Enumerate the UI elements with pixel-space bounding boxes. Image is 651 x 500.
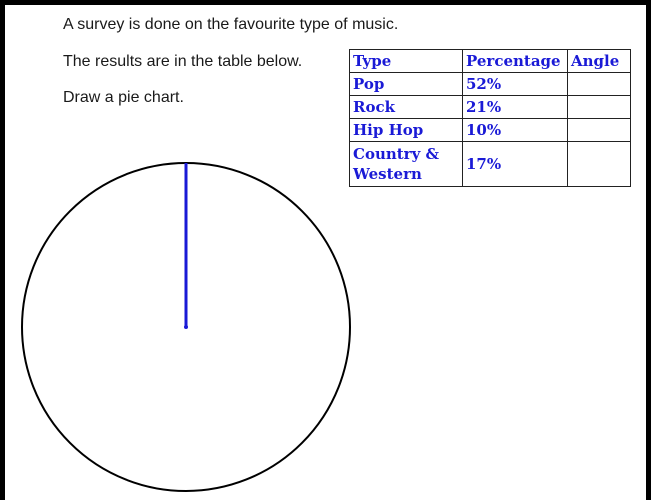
type-cell-line: Western	[353, 165, 422, 183]
type-cell: Pop	[349, 72, 463, 96]
angle-cell[interactable]	[567, 118, 631, 142]
percentage-cell: 52%	[462, 72, 568, 96]
results-table: Type Percentage Angle Pop 52% Rock 21% H…	[349, 49, 631, 187]
percentage-cell: 21%	[462, 95, 568, 119]
header-type: Type	[349, 49, 463, 73]
table-row: Rock 21%	[349, 95, 631, 119]
percentage-cell: 10%	[462, 118, 568, 142]
type-cell-line: Country &	[353, 145, 440, 163]
instruction-table: The results are in the table below.	[63, 53, 303, 70]
instruction-draw: Draw a pie chart.	[63, 89, 184, 106]
type-cell: Hip Hop	[349, 118, 463, 142]
centre-point	[184, 325, 188, 329]
angle-cell[interactable]	[567, 141, 631, 187]
type-cell: Country & Western	[349, 141, 463, 187]
header-angle: Angle	[567, 49, 631, 73]
table-row: Country & Western 17%	[349, 141, 631, 187]
worksheet: A survey is done on the favourite type o…	[5, 5, 646, 500]
table-row: Hip Hop 10%	[349, 118, 631, 142]
type-cell: Rock	[349, 95, 463, 119]
pie-chart-canvas[interactable]	[5, 5, 646, 500]
header-percentage: Percentage	[462, 49, 568, 73]
percentage-cell: 17%	[462, 141, 568, 187]
table-row: Pop 52%	[349, 72, 631, 96]
angle-cell[interactable]	[567, 72, 631, 96]
table-header-row: Type Percentage Angle	[349, 49, 631, 73]
instruction-survey: A survey is done on the favourite type o…	[63, 16, 399, 33]
